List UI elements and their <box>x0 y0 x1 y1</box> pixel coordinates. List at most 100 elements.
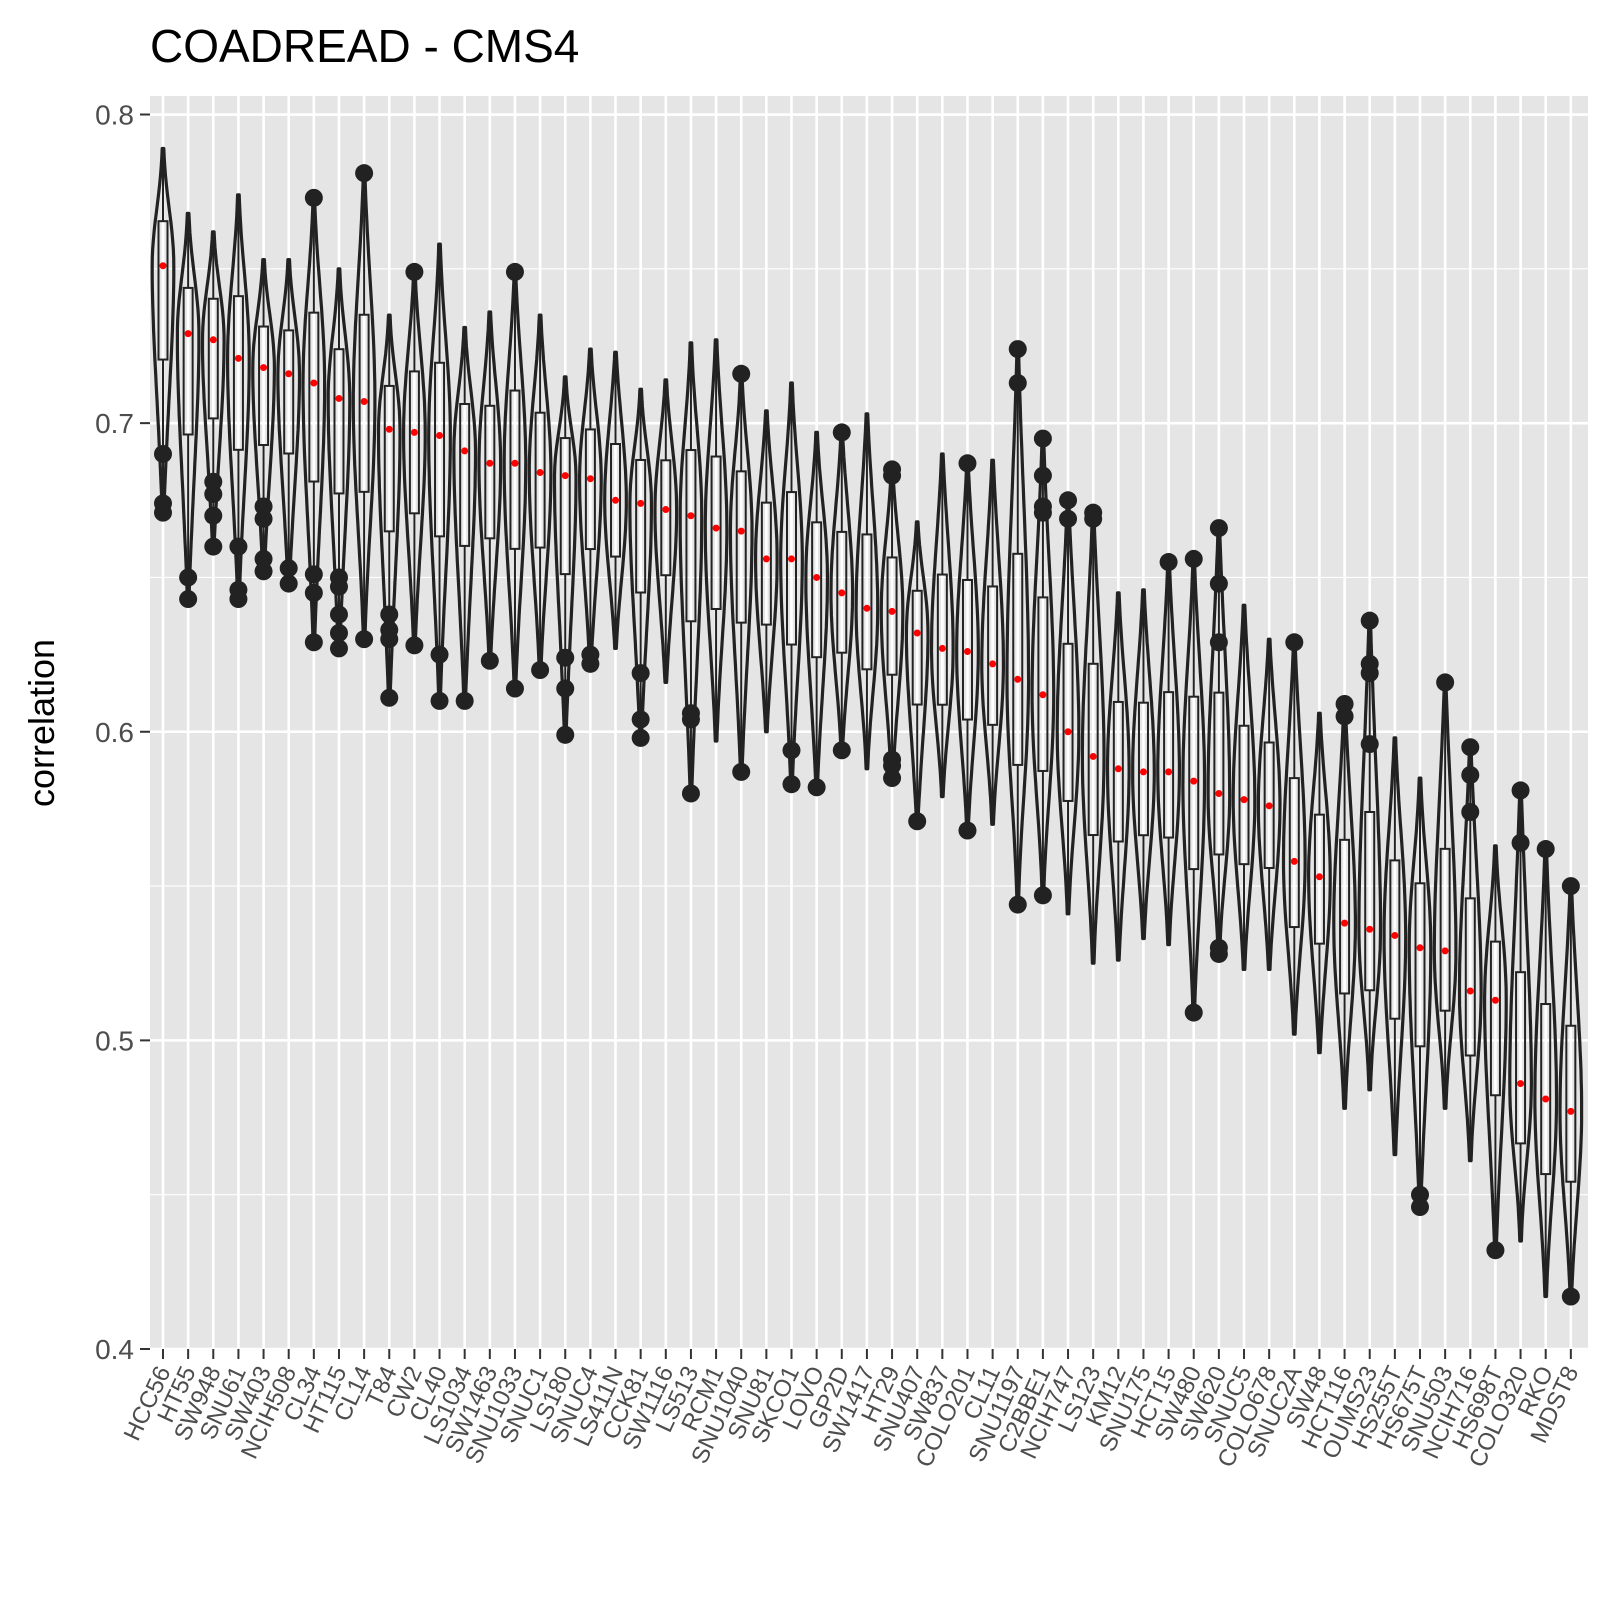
mean-point <box>1517 1080 1525 1088</box>
outlier-point <box>681 710 700 729</box>
violins <box>150 146 1584 1306</box>
violin-HS698T <box>1483 844 1508 1260</box>
outlier-point <box>883 466 902 485</box>
outlier-point <box>204 506 223 525</box>
outlier-point <box>1561 1287 1580 1306</box>
violin-SKCO1 <box>779 381 804 794</box>
outlier-point <box>329 605 348 624</box>
mean-point <box>838 589 846 597</box>
outlier-point <box>1008 895 1027 914</box>
mean-point <box>938 644 946 652</box>
mean-point <box>1315 873 1323 881</box>
violin-SNUC4 <box>578 347 603 673</box>
mean-point <box>184 330 192 338</box>
violin-SNU1033 <box>502 262 528 698</box>
mean-point <box>612 496 620 504</box>
violin-shape <box>854 412 880 771</box>
violin-shape <box>1332 702 1357 1110</box>
outlier-point <box>1159 553 1178 572</box>
x-axis: HCC56HT55SW948SNU61SW403NCIH508CL34HT115… <box>119 1349 1584 1471</box>
outlier-point <box>1033 503 1052 522</box>
mean-point <box>1466 987 1474 995</box>
outlier-point <box>304 633 323 652</box>
mean-point <box>1441 947 1449 955</box>
violin-shape <box>754 409 779 734</box>
mean-point <box>1014 675 1022 683</box>
mean-point <box>335 394 343 402</box>
mean-point <box>888 607 896 615</box>
outlier-point <box>505 262 524 281</box>
outlier-point <box>229 537 248 556</box>
violin-MDST8 <box>1558 877 1584 1306</box>
mean-point <box>813 573 821 581</box>
violin-KM12 <box>1105 591 1131 962</box>
outlier-point <box>405 262 424 281</box>
outlier-point <box>304 565 323 584</box>
violin-CL11 <box>980 458 1005 826</box>
violin-shape <box>929 452 955 799</box>
outlier-point <box>1209 633 1228 652</box>
violin-SNUC2A <box>1281 633 1307 1036</box>
outlier-point <box>380 605 399 624</box>
mean-point <box>863 604 871 612</box>
mean-point <box>963 648 971 656</box>
mean-point <box>1139 768 1147 776</box>
violin-COLO320 <box>1508 781 1533 1243</box>
violin-CL40 <box>427 242 452 710</box>
outlier-point <box>1486 1241 1505 1260</box>
outlier-point <box>1033 466 1052 485</box>
outlier-point <box>1285 633 1304 652</box>
mean-point <box>159 262 167 270</box>
violin-RCM1 <box>703 338 729 743</box>
outlier-point <box>1209 574 1228 593</box>
outlier-point <box>581 654 600 673</box>
violin-SW948 <box>200 230 226 556</box>
outlier-point <box>1511 781 1530 800</box>
outlier-point <box>1511 833 1530 852</box>
outlier-point <box>455 691 474 710</box>
outlier-point <box>883 769 902 788</box>
mean-point <box>1290 857 1298 865</box>
outlier-point <box>732 762 751 781</box>
outlier-point <box>1033 886 1052 905</box>
mean-point <box>461 447 469 455</box>
outlier-point <box>1436 673 1455 692</box>
violin-LS411N <box>603 350 628 650</box>
outlier-point <box>505 679 524 698</box>
mean-point <box>1341 919 1349 927</box>
outlier-point <box>154 503 172 522</box>
mean-point <box>788 555 795 563</box>
outlier-point <box>1008 340 1027 359</box>
violin-NCIH716 <box>1457 738 1483 1163</box>
violin-HCC56 <box>150 146 176 522</box>
mean-point <box>913 629 921 637</box>
outlier-point <box>681 784 700 803</box>
outlier-point <box>807 778 826 797</box>
outlier-point <box>1335 694 1354 713</box>
y-tick-label: 0.7 <box>95 408 134 439</box>
violin-HS255T <box>1382 736 1408 1157</box>
outlier-point <box>154 445 172 463</box>
mean-point <box>1039 691 1047 699</box>
violin-shape <box>1357 619 1383 1092</box>
violin-SW1417 <box>854 412 880 771</box>
violin-SNUC5 <box>1231 603 1257 971</box>
y-tick-label: 0.5 <box>95 1025 134 1056</box>
outlier-point <box>229 590 248 609</box>
outlier-point <box>782 775 801 794</box>
outlier-point <box>380 630 399 649</box>
mean-point <box>1366 925 1374 933</box>
outlier-point <box>179 568 198 587</box>
grid-vertical <box>161 96 1573 1349</box>
outlier-point <box>1360 735 1379 754</box>
violin-CL14 <box>351 164 377 649</box>
mean-point <box>1265 802 1273 810</box>
outlier-point <box>1411 1185 1429 1204</box>
outlier-point <box>1461 738 1480 757</box>
mean-point <box>436 431 444 439</box>
outlier-point <box>1360 664 1379 683</box>
violin-SW1116 <box>653 378 679 684</box>
violin-HT55 <box>175 211 201 609</box>
mean-point <box>737 527 745 535</box>
